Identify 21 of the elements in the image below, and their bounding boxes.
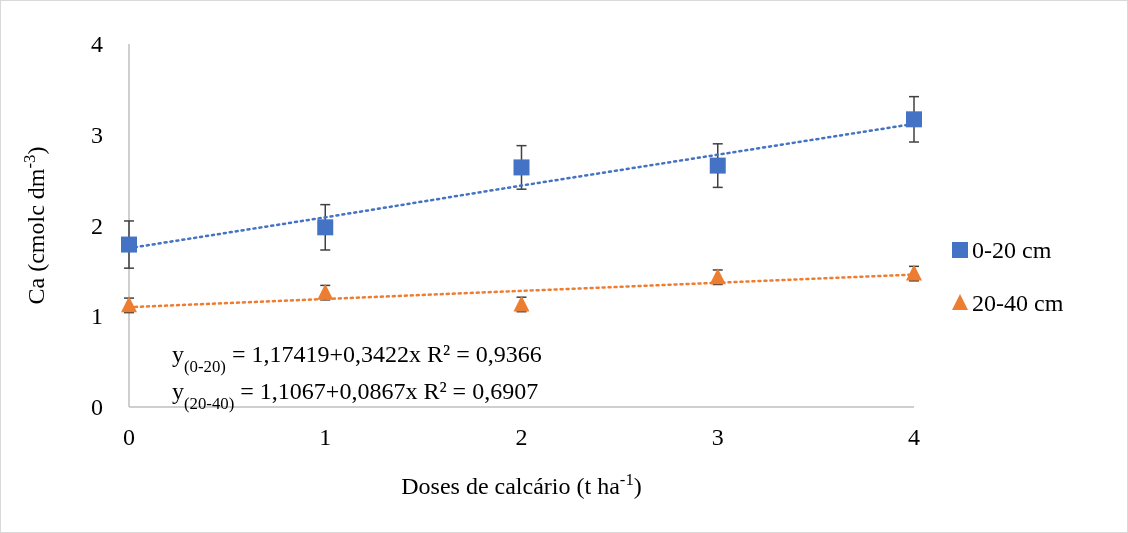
x-tick-label: 3 bbox=[711, 424, 724, 450]
point bbox=[709, 157, 726, 174]
point bbox=[121, 236, 137, 253]
y-tick-label: 4 bbox=[91, 31, 103, 57]
y-tick-label: 1 bbox=[91, 303, 103, 330]
point bbox=[906, 111, 922, 128]
y-tick-label: 3 bbox=[91, 121, 103, 148]
point bbox=[121, 296, 137, 313]
legend-label: 20-40 cm bbox=[972, 290, 1064, 316]
annotation: y$_{(20-40)}$ = 1,1067+0,0867x R² = 0,6907 bbox=[172, 378, 539, 413]
annotation: y$_{(0-20)}$ = 1,17419+0,3422x R² = 0,9366 bbox=[172, 341, 542, 376]
x-axis-title: Doses de calcário (t ha$^{-1}$) bbox=[401, 469, 642, 499]
x-tick-label: 4 bbox=[908, 424, 920, 450]
point bbox=[317, 219, 334, 236]
y-tick-label: 0 bbox=[91, 394, 103, 420]
x-tick-label: 2 bbox=[515, 424, 528, 450]
y-tick-label: 2 bbox=[91, 212, 103, 239]
x-tick-label: 0 bbox=[123, 424, 135, 450]
point bbox=[513, 159, 530, 176]
x-tick-label: 1 bbox=[319, 424, 332, 450]
legend-label: 0-20 cm bbox=[972, 237, 1052, 263]
